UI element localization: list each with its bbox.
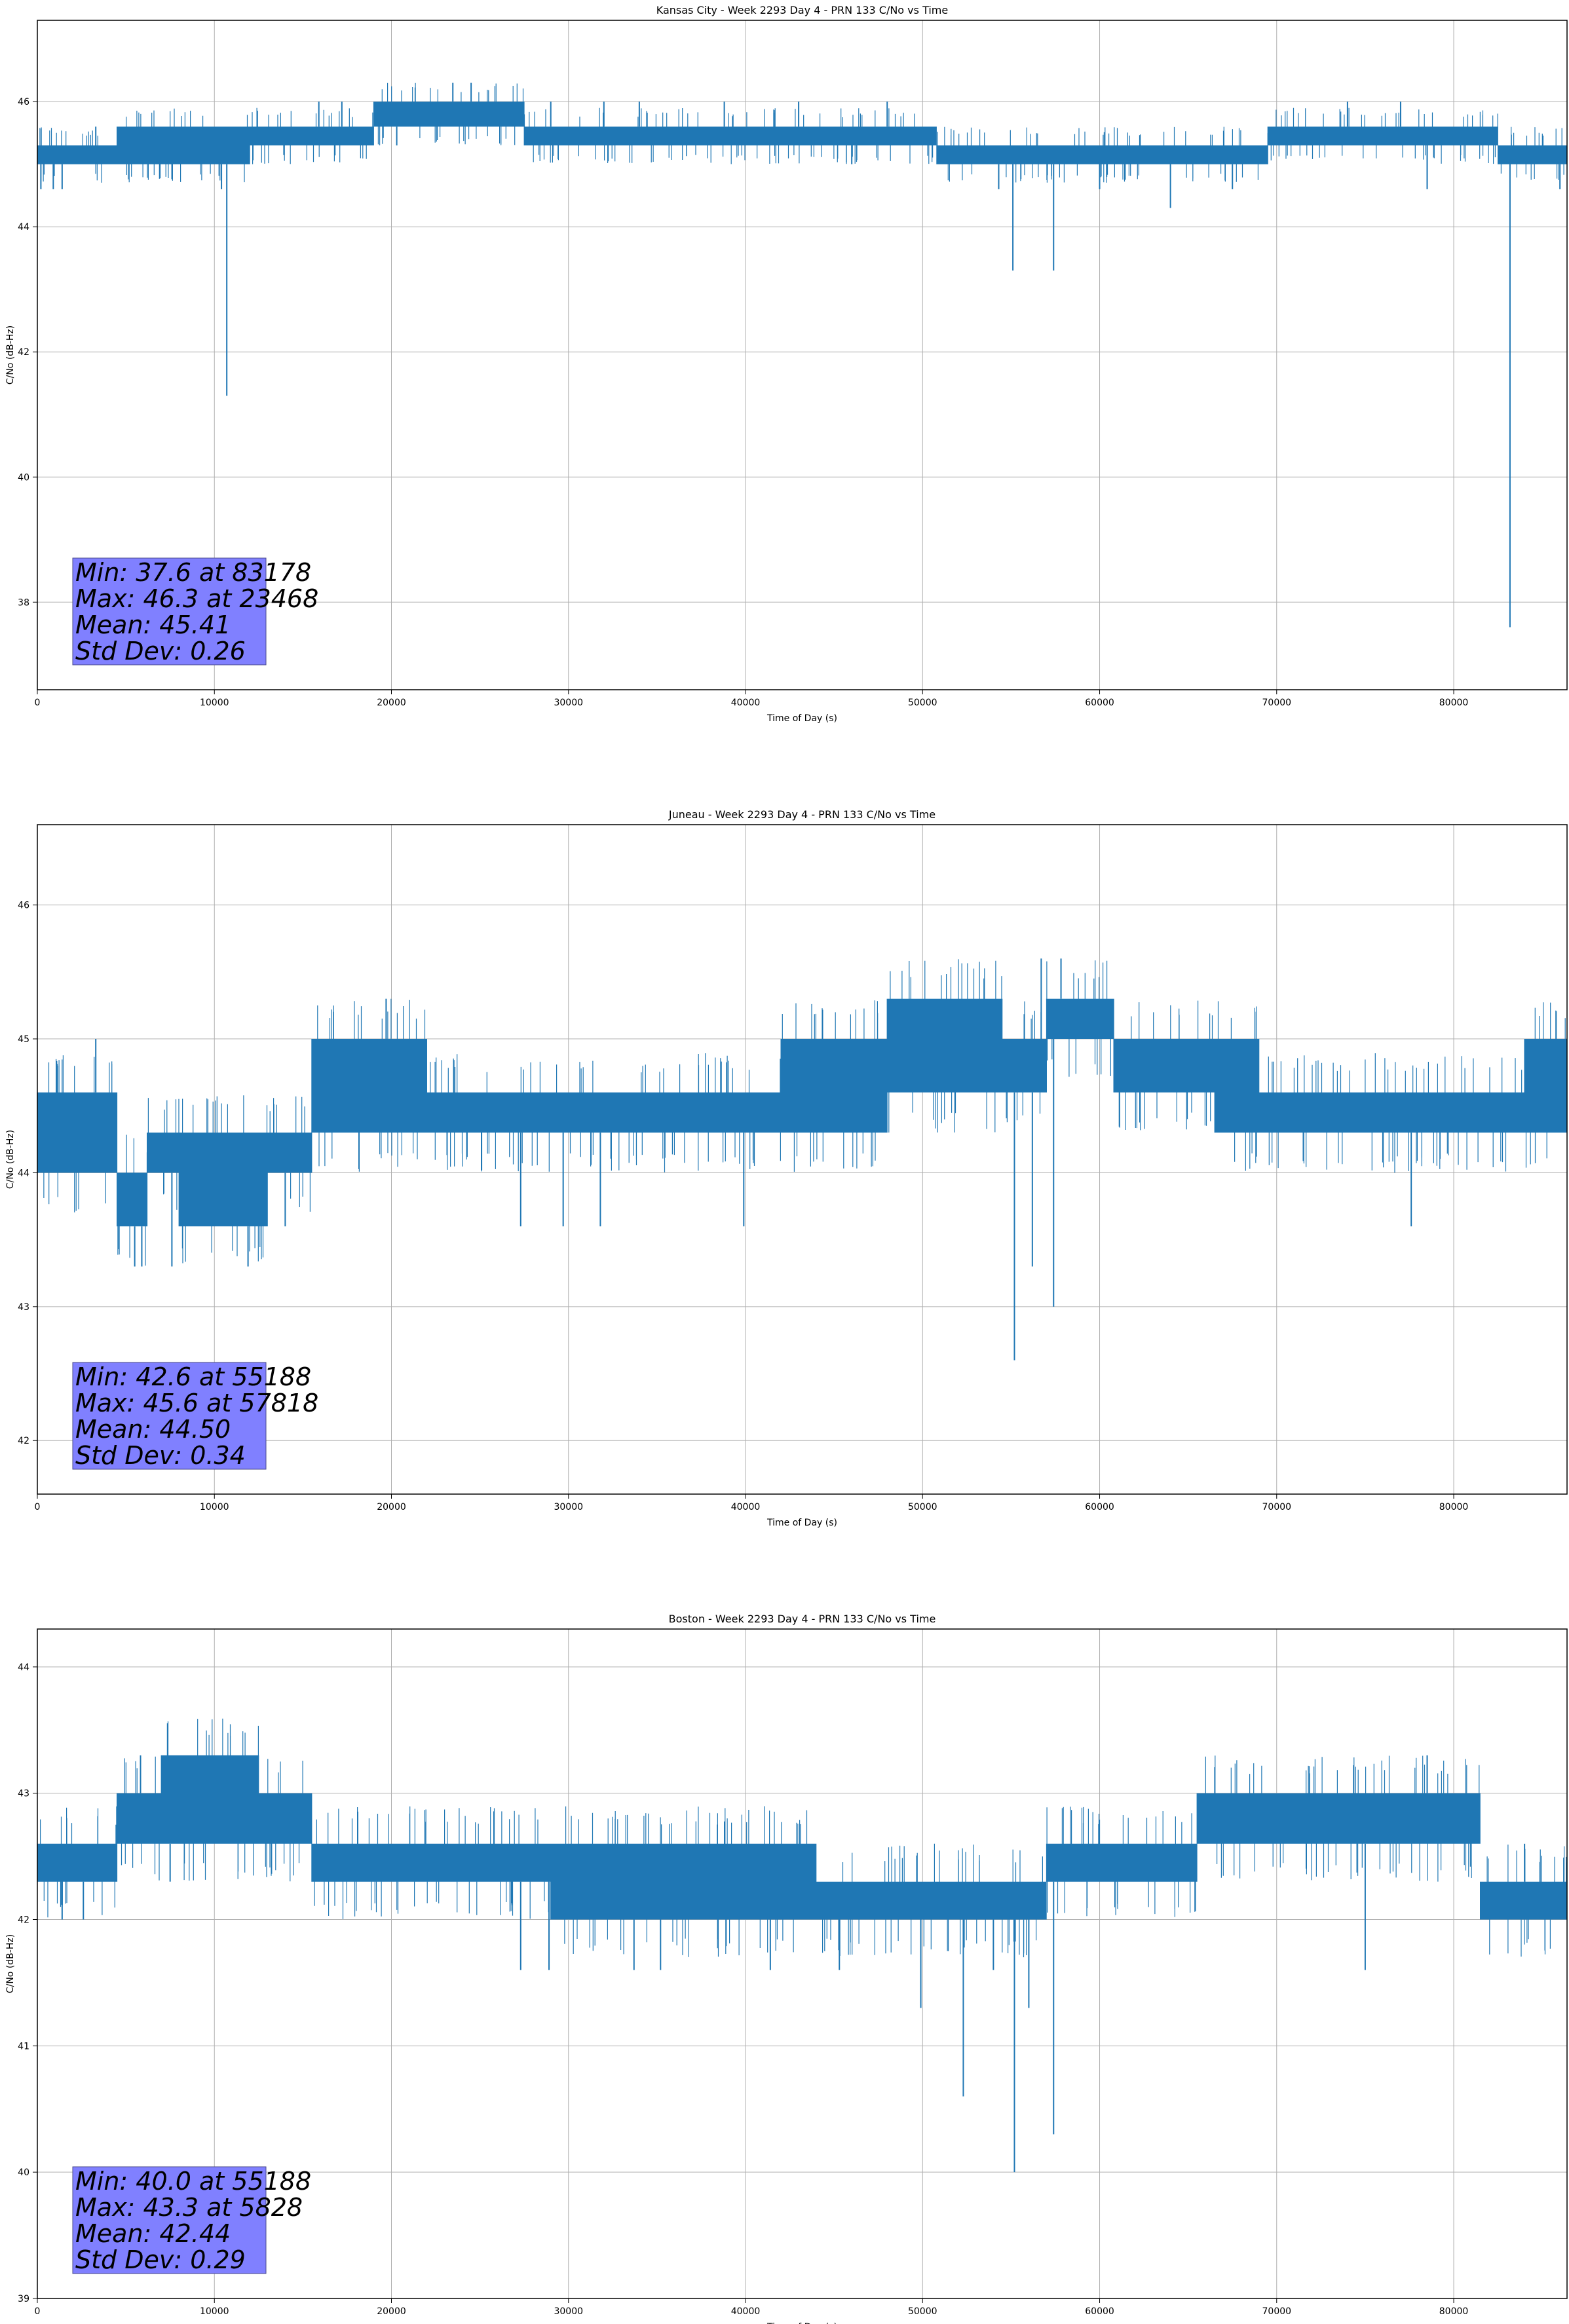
- x-tick-label: 40000: [731, 698, 761, 708]
- y-tick-label: 44: [18, 222, 29, 233]
- stats-line: Std Dev: 0.26: [75, 637, 246, 665]
- stats-line: Max: 43.3 at 5828: [75, 2193, 303, 2222]
- x-tick-label: 60000: [1085, 1502, 1114, 1512]
- y-tick-label: 44: [18, 1662, 29, 1673]
- x-tick-label: 80000: [1439, 1502, 1469, 1512]
- y-tick-label: 42: [18, 347, 29, 358]
- x-axis-label: Time of Day (s): [766, 713, 837, 724]
- chart-title: Juneau - Week 2293 Day 4 - PRN 133 C/No …: [668, 808, 936, 821]
- y-tick-label: 46: [18, 97, 29, 107]
- y-tick-label: 42: [18, 1915, 29, 1926]
- x-tick-label: 40000: [731, 2306, 761, 2317]
- x-tick-label: 10000: [200, 2306, 229, 2317]
- stats-line: Mean: 45.41: [75, 610, 231, 639]
- plot-frame: [37, 20, 1568, 690]
- x-tick-label: 80000: [1439, 2306, 1469, 2317]
- y-tick-label: 39: [18, 2294, 29, 2304]
- x-tick-label: 70000: [1262, 2306, 1292, 2317]
- x-tick-label: 0: [35, 698, 41, 708]
- x-axis-label: Time of Day (s): [766, 2322, 837, 2324]
- chart-title: Boston - Week 2293 Day 4 - PRN 133 C/No …: [669, 1613, 936, 1625]
- y-axis-label: C/No (dB-Hz): [5, 326, 16, 384]
- x-tick-label: 60000: [1085, 698, 1114, 708]
- x-tick-label: 20000: [377, 698, 406, 708]
- x-tick-label: 20000: [377, 1502, 406, 1512]
- x-tick-label: 0: [35, 1502, 41, 1512]
- stats-box: [72, 2166, 267, 2274]
- stats-line: Mean: 44.50: [75, 1415, 231, 1444]
- y-tick-label: 40: [18, 2167, 29, 2178]
- stats-box: [72, 1362, 267, 1470]
- chart-panel-1: Kansas City - Week 2293 Day 4 - PRN 133 …: [5, 4, 1568, 724]
- chart-panel-2: Juneau - Week 2293 Day 4 - PRN 133 C/No …: [5, 808, 1568, 1528]
- chart-panel-3: Boston - Week 2293 Day 4 - PRN 133 C/No …: [5, 1613, 1568, 2324]
- y-tick-label: 45: [18, 1034, 29, 1045]
- stats-line: Mean: 42.44: [75, 2219, 231, 2248]
- stats-line: Max: 45.6 at 57818: [75, 1389, 318, 1417]
- stats-line: Min: 42.6 at 55188: [75, 1362, 311, 1391]
- x-tick-label: 80000: [1439, 698, 1469, 708]
- y-axis-label: C/No (dB-Hz): [5, 1934, 16, 1993]
- y-tick-label: 43: [18, 1789, 29, 1799]
- y-tick-label: 42: [18, 1436, 29, 1446]
- x-tick-label: 60000: [1085, 2306, 1114, 2317]
- y-tick-label: 46: [18, 901, 29, 911]
- plot-frame: [37, 824, 1568, 1495]
- chart-title: Kansas City - Week 2293 Day 4 - PRN 133 …: [656, 4, 948, 16]
- x-tick-label: 10000: [200, 1502, 229, 1512]
- x-tick-label: 50000: [908, 2306, 937, 2317]
- y-axis-label: C/No (dB-Hz): [5, 1130, 16, 1189]
- x-tick-label: 70000: [1262, 1502, 1292, 1512]
- x-axis-label: Time of Day (s): [766, 1518, 837, 1528]
- stats-line: Std Dev: 0.29: [75, 2245, 246, 2274]
- stats-line: Max: 46.3 at 23468: [75, 584, 318, 613]
- x-tick-label: 50000: [908, 698, 937, 708]
- x-tick-label: 20000: [377, 2306, 406, 2317]
- y-tick-label: 44: [18, 1168, 29, 1178]
- stats-line: Min: 40.0 at 55188: [75, 2167, 311, 2196]
- y-tick-label: 41: [18, 2041, 29, 2052]
- y-tick-label: 43: [18, 1302, 29, 1313]
- x-tick-label: 70000: [1262, 698, 1292, 708]
- x-tick-label: 10000: [200, 698, 229, 708]
- x-tick-label: 40000: [731, 1502, 761, 1512]
- series-band: [37, 83, 1568, 183]
- x-tick-label: 30000: [554, 2306, 583, 2317]
- x-tick-label: 0: [35, 2306, 41, 2317]
- plot-frame: [37, 1628, 1568, 2299]
- series-band: [37, 1718, 1568, 1958]
- stats-line: Std Dev: 0.34: [75, 1441, 246, 1470]
- x-tick-label: 30000: [554, 698, 583, 708]
- y-tick-label: 40: [18, 472, 29, 483]
- x-tick-label: 30000: [554, 1502, 583, 1512]
- y-tick-label: 38: [18, 597, 29, 608]
- series-band: [37, 959, 1568, 1266]
- stats-box: [72, 557, 267, 665]
- stats-line: Min: 37.6 at 83178: [75, 558, 311, 587]
- x-tick-label: 50000: [908, 1502, 937, 1512]
